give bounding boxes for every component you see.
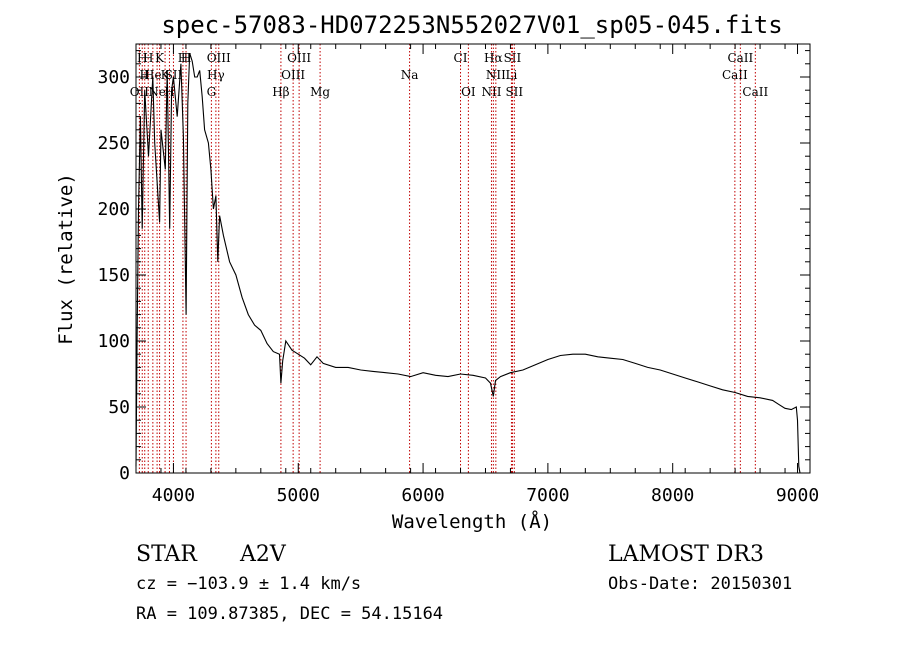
- x-tick-label: 4000: [152, 485, 195, 506]
- plot-axes: [135, 43, 811, 474]
- y-tick-label: 150: [97, 265, 130, 286]
- line-marker-label: Mg: [310, 85, 330, 99]
- line-marker-label: K: [161, 68, 171, 82]
- x-tick-label: 7000: [526, 485, 569, 506]
- line-marker-label: CaII: [742, 85, 768, 99]
- line-marker-label: OIII: [287, 51, 311, 65]
- axis-ticks: 4000 5000 6000 7000 8000 9000 0 50 100 150 200 250 3…: [97, 44, 819, 506]
- line-marker-label: Hβ: [272, 85, 289, 99]
- line-marker-label: Hα: [484, 51, 503, 65]
- y-tick-label: 100: [97, 331, 130, 352]
- plot-frame: [135, 43, 811, 474]
- survey-name: LAMOST DR3: [608, 542, 764, 567]
- x-tick-label: 6000: [401, 485, 444, 506]
- chart-title: spec-57083-HD072253N552027V01_sp05-045.f…: [161, 11, 782, 39]
- y-tick-label: 50: [108, 397, 130, 418]
- line-marker-label: OIII: [281, 68, 305, 82]
- line-marker-label: OII: [130, 85, 150, 99]
- line-marker-label: H: [143, 51, 153, 65]
- line-marker-label: OI: [461, 85, 476, 99]
- line-marker-label: NII: [481, 85, 501, 99]
- redshift-cz: cz = −103.9 ± 1.4 km/s: [136, 574, 361, 594]
- line-marker-label: CaII: [722, 68, 748, 82]
- line-marker-label: H: [178, 51, 188, 65]
- line-marker-label: Hγ: [207, 68, 225, 82]
- object-subclass: A2V: [239, 542, 287, 567]
- x-tick-label: 5000: [277, 485, 320, 506]
- line-marker-label: H: [181, 51, 191, 65]
- line-marker-label: G: [207, 85, 217, 99]
- line-marker-label: He: [144, 68, 162, 82]
- line-marker-label: K: [155, 51, 165, 65]
- x-tick-label: 9000: [776, 485, 819, 506]
- line-marker-label: H: [137, 51, 147, 65]
- line-marker-label: Li: [506, 68, 518, 82]
- line-marker-label: CaII: [727, 51, 753, 65]
- x-axis-label: Wavelength (Å): [392, 510, 552, 533]
- object-class: STAR: [136, 542, 198, 567]
- line-marker-label: SII: [505, 85, 523, 99]
- y-tick-label: 0: [119, 463, 130, 484]
- x-tick-label: 8000: [651, 485, 694, 506]
- line-marker-label: SII: [504, 51, 522, 65]
- line-marker-label: NII: [486, 68, 506, 82]
- line-marker-label: H: [140, 68, 150, 82]
- ra-dec: RA = 109.87385, DEC = 54.15164: [136, 604, 443, 624]
- line-markers: OIIHHHHeNeKKHSIIHHGHγOIIIHβOIIIOIIIMgNaC…: [130, 44, 768, 473]
- y-axis-label: Flux (relative): [55, 173, 77, 345]
- y-tick-label: 300: [97, 67, 130, 88]
- line-marker-label: SII: [165, 68, 183, 82]
- y-tick-label: 250: [97, 133, 130, 154]
- spectrum-series-line: [135, 53, 801, 474]
- line-marker-label: OIII: [207, 51, 231, 65]
- obs-date: Obs-Date: 20150301: [608, 574, 792, 594]
- line-marker-label: Na: [401, 68, 419, 82]
- y-tick-label: 200: [97, 199, 130, 220]
- line-marker-label: H: [164, 85, 174, 99]
- line-marker-label: CI: [454, 51, 468, 65]
